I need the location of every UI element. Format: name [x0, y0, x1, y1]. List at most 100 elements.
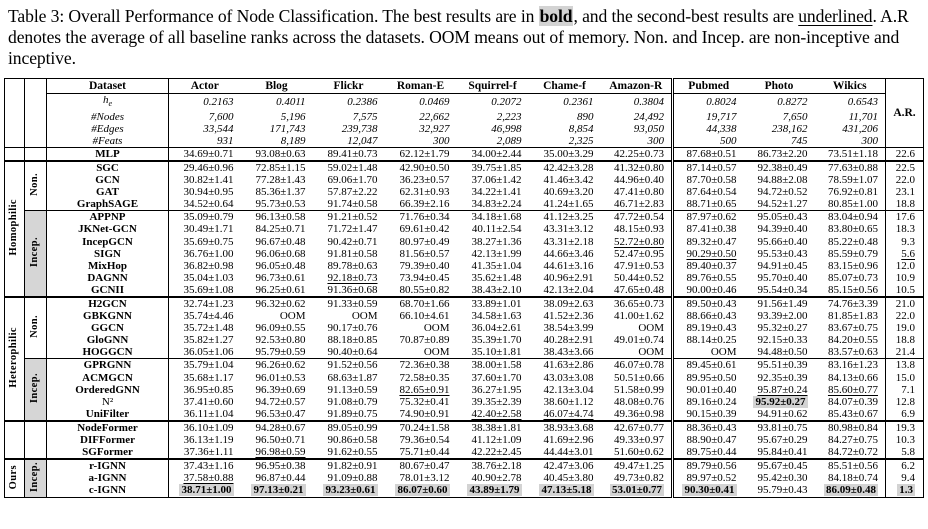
value-cell: 88.71±0.65	[686, 198, 737, 211]
model-name: SIGN	[46, 247, 169, 260]
stat-value: 7,575	[352, 110, 378, 123]
value-cell: 49.01±0.74	[600, 334, 674, 347]
caption-text: , and the second-best results are	[573, 6, 799, 26]
subgroup-non: Non.	[24, 296, 47, 359]
value-cell: 35.74±4.46	[183, 310, 234, 323]
ar-cell: 18.3	[895, 223, 915, 236]
results-table: Dataset Actor Blog Flickr Roman-E Squirrel-f C…	[4, 78, 924, 498]
value-cell: 84.18±0.74	[814, 472, 886, 485]
value-cell: 84.72±0.72	[814, 446, 886, 460]
model-name: N²	[46, 395, 169, 408]
value-cell: 41.32±0.80	[600, 159, 674, 175]
value-cell: 41.46±3.42	[543, 174, 594, 187]
value-cell: 95.92±0.27	[744, 395, 815, 408]
stat-value: 19,717	[706, 110, 737, 123]
value-cell: 92.15±0.33	[757, 334, 808, 347]
col-header-pubmed: Pubmed	[688, 80, 730, 93]
value-cell: 35.62±1.48	[471, 271, 522, 284]
value-cell: 78.01±3.12	[399, 472, 450, 485]
value-cell: 94.72±0.52	[757, 186, 808, 199]
value-cell: 96.50±0.71	[255, 434, 306, 447]
group-homophilic-label: Homophilic	[8, 199, 20, 256]
value-cell: 95.42±0.30	[757, 472, 808, 485]
value-cell: 79.36±0.54	[399, 434, 450, 447]
value-cell: 87.68±0.51	[672, 146, 744, 161]
stat-label: #Edges	[46, 122, 169, 135]
value-cell: 77.63±0.88	[814, 159, 886, 175]
table-caption: Table 3: Overall Performance of Node Cla…	[8, 6, 922, 69]
best-value: 43.89±1.79	[467, 484, 522, 497]
value-cell: 95.84±0.41	[757, 446, 808, 459]
value-cell: 43.31±3.12	[543, 223, 594, 236]
col-header-squirrel-f: Squirrel-f	[468, 80, 517, 93]
model-name: GraphSAGE	[46, 198, 169, 211]
value-cell: 96.25±0.61	[255, 283, 306, 296]
value-cell: 40.96±2.91	[543, 271, 594, 284]
value-cell: 89.32±0.47	[686, 235, 737, 248]
model-name: JKNet-GCN	[46, 223, 169, 236]
value-cell: 88.14±0.25	[686, 334, 737, 347]
value-cell: OOM	[600, 322, 674, 335]
value-cell: 35.69±0.75	[183, 235, 234, 248]
model-name: GGCN	[46, 322, 169, 335]
stat-value: 239,738	[341, 122, 378, 135]
caption-emphasis-boldhl: bold	[538, 6, 574, 26]
value-cell: 38.43±2.10	[471, 283, 522, 296]
value-cell: 71.76±0.34	[384, 210, 457, 224]
value-cell: 41.00±1.62	[600, 310, 674, 323]
value-cell: OOM	[279, 310, 306, 323]
subgroup-non-label: Non.	[29, 173, 41, 197]
model-name: GAT	[46, 186, 169, 199]
value-cell: 37.06±1.42	[471, 174, 522, 187]
value-cell: 95.79±0.59	[255, 346, 306, 359]
subgroup-incep-label: Incep.	[29, 373, 41, 404]
value-cell: 78.59±1.07	[814, 174, 886, 187]
value-cell: 84.20±0.55	[814, 334, 886, 347]
value-cell: 35.68±1.17	[183, 371, 234, 384]
stat-value: 22,662	[419, 110, 450, 123]
value-cell: OOM	[423, 346, 450, 359]
subgroup-empty	[24, 419, 47, 460]
value-cell: 36.11±1.04	[183, 407, 234, 420]
value-cell: 86.73±2.20	[743, 146, 815, 161]
caption-emphasis-ul: underlined	[798, 6, 873, 26]
value-cell: 40.45±3.80	[543, 472, 594, 485]
value-cell: 80.97±0.49	[399, 235, 450, 248]
value-cell: 94.72±0.57	[255, 395, 306, 408]
ar-cell: 12.0	[895, 259, 915, 272]
value-cell: 92.38±0.49	[743, 159, 815, 175]
value-cell: 51.58±0.99	[600, 383, 674, 396]
model-name: GloGNN	[46, 334, 169, 347]
value-cell: 32.74±1.23	[168, 296, 241, 311]
value-cell: 68.70±1.66	[384, 296, 457, 311]
ar-cell: 6.2	[885, 458, 924, 473]
value-cell: 93.08±0.63	[240, 146, 313, 161]
best-value: 47.13±5.18	[539, 484, 594, 497]
value-cell: 36.95±0.85	[183, 383, 234, 396]
model-name: DIFFormer	[46, 434, 169, 447]
value-cell: 38.38±1.81	[456, 419, 529, 435]
value-cell: 53.01±0.77	[600, 484, 674, 498]
value-cell: 88.90±0.47	[686, 434, 737, 447]
value-cell: 91.13±0.59	[327, 383, 378, 396]
stat-value: 24,492	[600, 110, 674, 123]
model-name: MLP	[46, 146, 169, 161]
value-cell: 95.32±0.27	[757, 322, 808, 335]
second-best-value: 82.65±0.91	[399, 383, 450, 396]
value-cell: 76.92±0.81	[814, 186, 886, 199]
value-cell: 49.73±0.82	[600, 472, 674, 485]
ar-cell: 22.0	[895, 174, 915, 187]
stat-value: 890	[577, 110, 594, 123]
stat-value: 0.2386	[312, 93, 385, 111]
value-cell: 29.46±0.96	[168, 159, 241, 175]
stat-value: 0.2163	[168, 93, 241, 111]
value-cell: 89.95±0.50	[686, 371, 737, 384]
value-cell: 36.76±1.00	[183, 247, 234, 260]
subgroup-non-label: Non.	[29, 315, 41, 339]
value-cell: 36.04±2.61	[471, 322, 522, 335]
value-cell: 35.04±1.03	[183, 271, 234, 284]
subgroup-non: Non.	[24, 159, 47, 211]
value-cell: 70.24±1.58	[384, 419, 457, 435]
value-cell: 86.07±0.60	[385, 484, 457, 497]
value-cell: 91.62±0.55	[327, 446, 378, 459]
